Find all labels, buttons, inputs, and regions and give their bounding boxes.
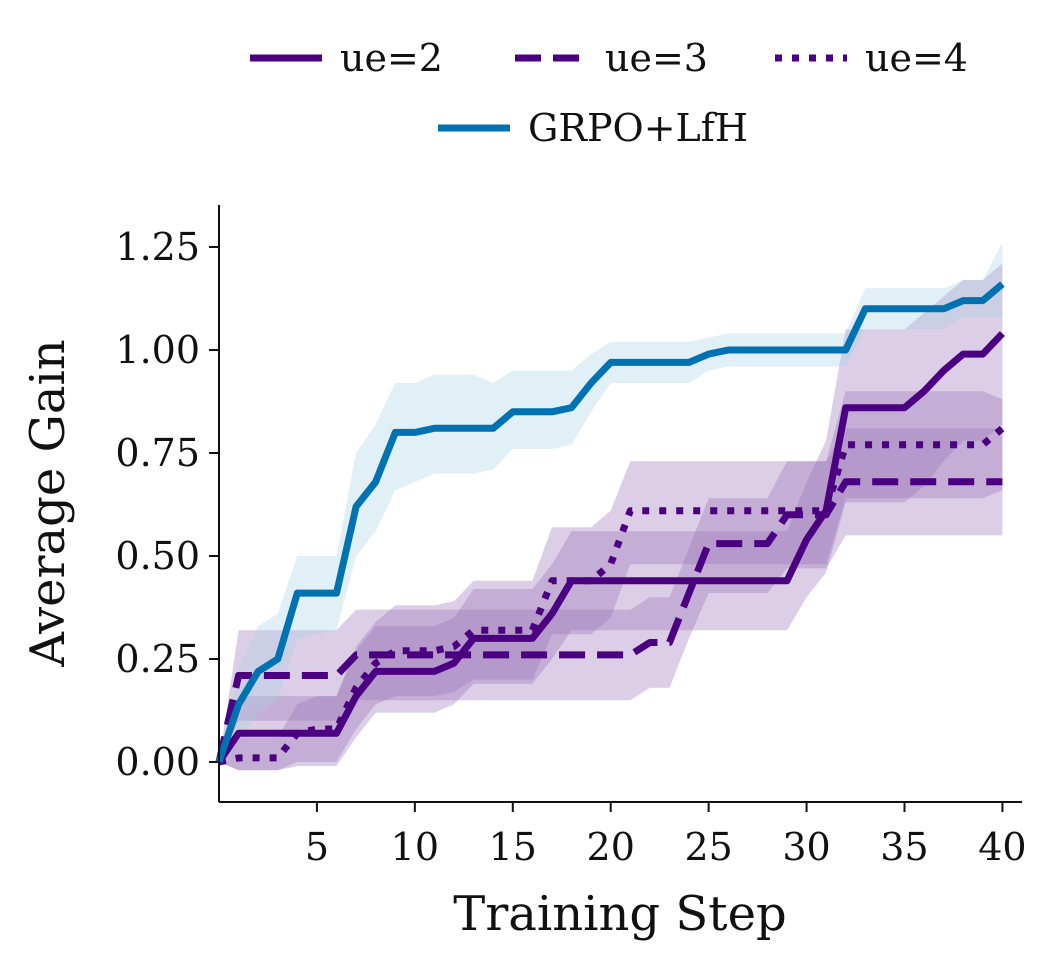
line-series-3 [218, 425, 1005, 766]
band-series-1 [219, 263, 1003, 771]
y-tick-label: 1.25 [115, 225, 200, 269]
x-tick-label: 30 [782, 825, 830, 869]
y-axis-title: Average Gain [20, 339, 76, 667]
y-tick-label: 0.75 [115, 431, 200, 475]
y-tick-label: 0.00 [115, 740, 200, 784]
y-tick-label: 0.25 [115, 637, 200, 681]
x-tick-label: 25 [684, 825, 732, 869]
x-tick-label: 5 [305, 825, 329, 869]
legend: ue=2 ue=3 ue=4 GRPO+LfH [250, 36, 968, 150]
y-ticks: 0.00 0.25 0.50 0.75 1.00 1.25 [115, 225, 219, 784]
legend-label: ue=2 [340, 36, 443, 80]
legend-label: ue=4 [865, 36, 968, 80]
x-tick-label: 15 [489, 825, 537, 869]
legend-label: ue=3 [605, 36, 708, 80]
band-series-4 [219, 242, 1003, 762]
y-tick-label: 0.50 [115, 534, 200, 578]
x-tick-label: 10 [391, 825, 439, 869]
x-axis-title: Training Step [453, 886, 786, 942]
line-series-4 [215, 281, 1005, 764]
legend-label: GRPO+LfH [528, 106, 748, 150]
axes [218, 205, 1022, 803]
series-lines [215, 281, 1005, 766]
y-tick-label: 1.00 [115, 328, 200, 372]
confidence-bands [219, 242, 1003, 771]
x-tick-label: 20 [587, 825, 635, 869]
x-ticks: 5 10 15 20 25 30 35 40 [305, 802, 1027, 869]
line-series-2 [215, 478, 1003, 763]
x-tick-label: 35 [880, 825, 928, 869]
x-tick-label: 40 [978, 825, 1026, 869]
band-series-2 [219, 428, 1003, 762]
